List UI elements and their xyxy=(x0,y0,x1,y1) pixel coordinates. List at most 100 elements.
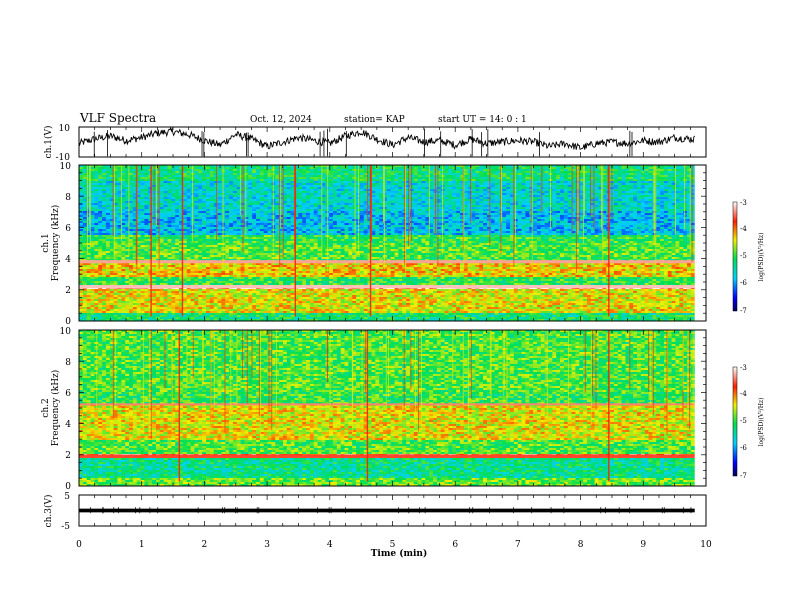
ch1-spectrogram-cell xyxy=(517,207,522,210)
ch1-spectrogram-cell xyxy=(683,167,688,170)
ch1-spectrogram-cell xyxy=(386,219,392,222)
ch1-spectrogram-cell xyxy=(633,199,638,202)
ch1-spectrogram-cell xyxy=(359,217,365,220)
ch1-spectrogram-cell xyxy=(552,195,557,198)
ch1-spectrogram-cell xyxy=(675,169,680,172)
ch1-spectrogram-cell xyxy=(536,219,542,222)
ch1-spectrogram-cell xyxy=(94,207,99,210)
ch1-spectrogram-cell xyxy=(379,171,384,174)
ch1-spectrogram-cell xyxy=(286,189,291,192)
ch1-spectrogram-cell xyxy=(567,211,572,214)
ch1-spectrogram-cell xyxy=(144,205,149,208)
ch1-spectrogram-cell xyxy=(198,203,203,206)
ch1-spectrogram-cell xyxy=(590,223,595,226)
ch1-spectrogram-cell xyxy=(644,223,649,226)
ch1-spectrogram-cell xyxy=(163,217,168,220)
ch1-spectrogram-cell xyxy=(244,171,249,174)
ch1-spectrogram-cell xyxy=(425,169,430,172)
ch1-spectrogram-cell xyxy=(371,191,376,194)
ch1-spectrogram-cell xyxy=(394,171,399,174)
ch1-spectrogram-cell xyxy=(82,215,87,218)
ch1-spectrogram-cell xyxy=(329,217,334,220)
ch1-spectrogram-cell xyxy=(429,189,434,192)
ch1-spectrogram-cell xyxy=(459,187,465,190)
ch1-spectrogram-cell xyxy=(690,211,696,214)
ch1-spectrogram-cell xyxy=(394,207,399,210)
ch1-spectrogram-cell xyxy=(263,221,268,224)
ch1-spectrogram-cell xyxy=(375,189,380,192)
ch1-spectrogram-cell xyxy=(590,219,595,222)
ch1-spectrogram-cell xyxy=(471,205,476,208)
ch1-spectrogram-cell xyxy=(290,223,295,226)
ch1-spectrogram-cell xyxy=(690,191,696,194)
ch1-spectrogram-cell xyxy=(490,175,495,178)
ch1-spectrogram-cell xyxy=(140,171,145,174)
ch1-spectrogram-cell xyxy=(352,225,357,228)
ch1-spectrogram-cell xyxy=(663,193,669,196)
ch1-spectrogram-cell xyxy=(248,201,253,204)
ch1-spectrogram-cell xyxy=(144,177,149,180)
ch1-spectrogram-cell xyxy=(660,187,665,190)
ch1-spectrogram-cell xyxy=(421,203,426,206)
ch1-spectrogram-cell xyxy=(105,217,111,220)
ch1-spectrogram-cell xyxy=(302,191,307,194)
ch1-spectrogram-cell xyxy=(306,221,311,224)
ch1-spectrogram-cell xyxy=(533,171,538,174)
ch1-spectrogram-cell xyxy=(636,219,642,222)
ch1-spectrogram-cell xyxy=(648,213,653,216)
ch1-spectrogram-cell xyxy=(167,225,172,228)
ch1-spectrogram-cell xyxy=(367,175,372,178)
ch1-spectrogram-cell xyxy=(656,185,661,188)
ch1-spectrogram-cell xyxy=(202,201,207,204)
ch1-spectrogram-cell xyxy=(563,187,569,190)
ch1-spectrogram-cell xyxy=(363,199,368,202)
ch1-spectrogram-cell xyxy=(352,187,357,190)
ch1-spectrogram-cell xyxy=(340,199,345,202)
ch1-spectrogram-cell xyxy=(644,205,649,208)
ch1-spectrogram-cell xyxy=(336,217,341,220)
ch1-spectrogram-cell xyxy=(125,185,130,188)
ch1-spectrogram-cell xyxy=(213,197,218,200)
ch1-spectrogram-cell xyxy=(556,177,561,180)
ch1-spectrogram-cell xyxy=(148,175,153,178)
ch1-spectrogram-cell xyxy=(232,189,238,192)
ch1-spectrogram-cell xyxy=(629,215,634,218)
ch1-spectrogram-cell xyxy=(90,197,95,200)
ch1-spectrogram-cell xyxy=(525,203,530,206)
ch1-spectrogram-cell xyxy=(259,169,265,172)
ch1-spectrogram-cell xyxy=(486,169,492,172)
ch1-spectrogram-cell xyxy=(579,199,584,202)
ch1-spectrogram-cell xyxy=(202,197,207,200)
ch1-spectrogram-cell xyxy=(636,175,642,178)
ch1-spectrogram-cell xyxy=(267,183,272,186)
ch1-spectrogram-cell xyxy=(155,181,161,184)
ch1-spectrogram-cell xyxy=(575,221,580,224)
ch1-spectrogram-cell xyxy=(463,191,468,194)
ch1-spectrogram-cell xyxy=(367,191,372,194)
ch1-spectrogram-cell xyxy=(490,173,495,176)
ch1-spectrogram-cell xyxy=(332,169,338,172)
ch1-spectrogram-cell xyxy=(290,193,295,196)
ch1-spectrogram-cell xyxy=(286,225,291,228)
ch1-spectrogram-cell xyxy=(179,187,184,190)
ch1-spectrogram-cell xyxy=(510,177,515,180)
ch1-spectrogram-cell xyxy=(510,213,515,216)
ch1-spectrogram-cell xyxy=(386,217,392,220)
ch1-spectrogram-cell xyxy=(436,179,442,182)
ch1-spectrogram-cell xyxy=(494,213,499,216)
ch1-spectrogram-cell xyxy=(302,171,307,174)
ch1-spectrogram-cell xyxy=(202,193,207,196)
ch1-spectrogram-cell xyxy=(282,197,288,200)
ch1-spectrogram-cell xyxy=(182,211,188,214)
ch1-spectrogram-cell xyxy=(579,191,584,194)
ch1-spectrogram-cell xyxy=(648,209,653,212)
ch1-spectrogram-cell xyxy=(448,179,453,182)
ch1-spectrogram-cell xyxy=(232,179,238,182)
ch1-spectrogram-cell xyxy=(386,211,392,214)
ch1-spectrogram-cell xyxy=(375,207,380,210)
ch1-spectrogram-cell xyxy=(375,205,380,208)
ch1-spectrogram-cell xyxy=(510,193,515,196)
ch1-spectrogram-cell xyxy=(217,181,222,184)
ch1-spectrogram-cell xyxy=(536,205,542,208)
ch1-spectrogram-cell xyxy=(367,189,372,192)
